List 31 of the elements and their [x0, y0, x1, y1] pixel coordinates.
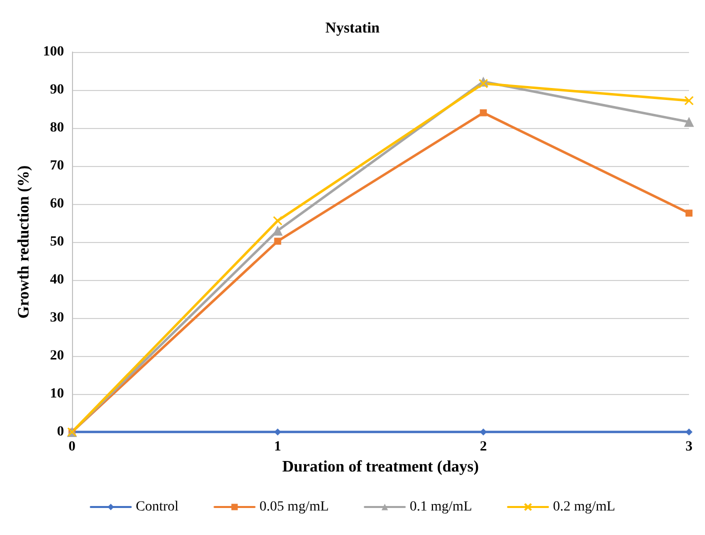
y-axis-title: Growth reduction (%) — [16, 165, 32, 319]
y-tick-label: 10 — [50, 386, 64, 402]
y-tick-label: 20 — [50, 348, 64, 364]
x-tick-label: 2 — [480, 440, 487, 454]
y-tick-label: 90 — [50, 82, 64, 98]
point — [480, 109, 487, 116]
y-tick-label: 100 — [43, 44, 64, 60]
point — [686, 210, 692, 217]
x-tick-label: 1 — [274, 440, 282, 454]
legend-label: 0.1 mg/mL — [410, 500, 472, 514]
legend-label: 0.2 mg/mL — [553, 500, 616, 514]
y-tick-label: 0 — [57, 424, 64, 440]
legend-label: 0.05 mg/mL — [260, 500, 329, 514]
legend-label: Control — [136, 500, 179, 514]
y-tick-label: 80 — [50, 120, 64, 136]
point — [686, 428, 692, 436]
x-tick-label: 0 — [68, 440, 76, 454]
y-tick-label: 60 — [50, 196, 64, 212]
point — [684, 96, 694, 106]
point — [272, 226, 283, 236]
y-tick-label: 50 — [50, 234, 64, 250]
x-tick-label: 3 — [686, 440, 692, 454]
point — [274, 238, 282, 245]
y-tick-label: 70 — [50, 158, 64, 174]
point — [684, 116, 694, 127]
x-axis-title: Duration of treatment (days) — [282, 458, 479, 476]
y-tick-label: 40 — [50, 272, 64, 288]
point — [274, 428, 282, 436]
chart-title: Nystatin — [325, 20, 380, 36]
y-tick-label: 30 — [50, 310, 64, 326]
point — [480, 428, 487, 436]
